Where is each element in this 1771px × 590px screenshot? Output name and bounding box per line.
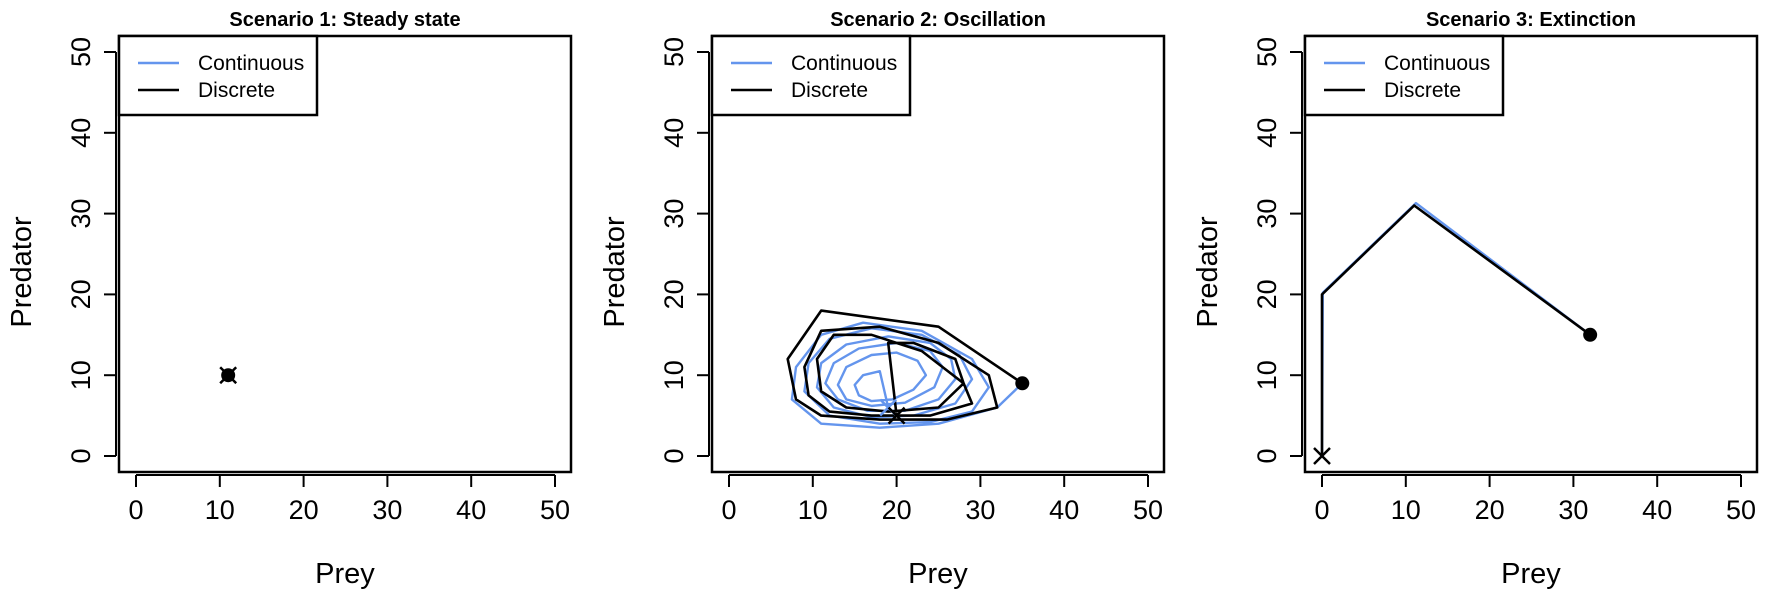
- x-tick-label: 10: [798, 495, 828, 525]
- y-tick-label: 40: [1252, 118, 1282, 148]
- end-point-marker-stroke: [1313, 447, 1331, 465]
- y-tick-label: 30: [659, 199, 689, 229]
- legend-box: [117, 34, 319, 117]
- legend-label-discrete: Discrete: [791, 79, 868, 102]
- y-tick-label: 30: [66, 199, 96, 229]
- x-axis-title: Prey: [1501, 558, 1561, 590]
- plot-frame: [1303, 34, 1759, 474]
- x-tick-label: 20: [882, 495, 912, 525]
- panel-title: Scenario 3: Extinction: [1426, 9, 1636, 31]
- y-tick-label: 40: [659, 118, 689, 148]
- y-axis-title: Predator: [6, 216, 38, 328]
- y-tick-label: 0: [66, 448, 96, 463]
- panel-title: Scenario 2: Oscillation: [830, 9, 1046, 31]
- x-tick-label: 0: [1314, 495, 1329, 525]
- end-point-marker-continuous-stroke: [879, 398, 898, 417]
- plot-frame: [710, 34, 1166, 474]
- legend-label-discrete: Discrete: [198, 79, 275, 102]
- x-tick-label: 50: [540, 495, 570, 525]
- x-tick-label: 20: [289, 495, 319, 525]
- x-tick-label: 0: [128, 495, 143, 525]
- legend-label-continuous: Continuous: [791, 52, 897, 75]
- y-tick-label: 10: [1252, 360, 1282, 390]
- end-point-marker-stroke: [219, 366, 238, 385]
- x-tick-label: 40: [1642, 495, 1672, 525]
- x-tick-label: 40: [456, 495, 486, 525]
- y-tick-label: 0: [1252, 448, 1282, 463]
- plot-frame: [117, 34, 573, 474]
- panel-scenario-3: Scenario 3: Extinction Prey Predator 0 10…: [1192, 9, 1759, 590]
- y-tick-label: 10: [659, 360, 689, 390]
- panel-scenario-1: Scenario 1: Steady state Prey Predator 0…: [6, 9, 573, 590]
- y-tick-label: 50: [659, 37, 689, 67]
- plot-marks: 0 10 20 30 40 50 0 10 20 30 40 50 Continuous Discrete: [1252, 34, 1759, 525]
- plot-marks: 0 10 20 30 40 50 0 10 20 30 40 50 Continuous Discrete: [66, 34, 573, 525]
- legend-label-continuous: Continuous: [198, 52, 304, 75]
- x-tick-label: 0: [721, 495, 736, 525]
- series-line-discrete: [1320, 204, 1591, 456]
- legend-box: [1303, 34, 1505, 117]
- y-tick-label: 40: [66, 118, 96, 148]
- x-tick-label: 10: [1391, 495, 1421, 525]
- end-point-marker-discrete: [887, 406, 906, 425]
- x-tick-label: 30: [965, 495, 995, 525]
- start-point-marker: [1015, 376, 1030, 391]
- start-point-marker: [1583, 327, 1598, 342]
- series-line-continuous: [790, 321, 1024, 429]
- x-tick-label: 30: [372, 495, 402, 525]
- end-point-marker: [219, 366, 238, 385]
- y-tick-label: 20: [659, 279, 689, 309]
- x-tick-label: 10: [205, 495, 235, 525]
- y-tick-label: 50: [66, 37, 96, 67]
- plot-marks: 0 10 20 30 40 50 0 10 20 30 40 50 Continuous Discrete: [659, 34, 1166, 525]
- x-axis-title: Prey: [908, 558, 968, 590]
- x-axis-title: Prey: [315, 558, 375, 590]
- series-line-discrete: [786, 309, 1024, 421]
- panel-scenario-2: Scenario 2: Oscillation Prey Predator 0 1…: [599, 9, 1166, 590]
- y-axis-title: Predator: [1192, 216, 1224, 328]
- legend-box: [710, 34, 912, 117]
- legend-label-discrete: Discrete: [1384, 79, 1461, 102]
- y-tick-label: 10: [66, 360, 96, 390]
- x-tick-label: 50: [1726, 495, 1756, 525]
- x-tick-label: 50: [1133, 495, 1163, 525]
- panel-title: Scenario 1: Steady state: [229, 9, 460, 31]
- end-point-marker: [1313, 447, 1331, 465]
- y-tick-label: 50: [1252, 37, 1282, 67]
- legend-label-continuous: Continuous: [1384, 52, 1490, 75]
- y-axis-title: Predator: [599, 216, 631, 328]
- x-tick-label: 40: [1049, 495, 1079, 525]
- x-tick-label: 30: [1558, 495, 1588, 525]
- x-tick-label: 20: [1475, 495, 1505, 525]
- end-point-marker-discrete-stroke: [887, 406, 906, 425]
- y-tick-label: 20: [1252, 279, 1282, 309]
- y-tick-label: 0: [659, 448, 689, 463]
- y-tick-label: 30: [1252, 199, 1282, 229]
- y-tick-label: 20: [66, 279, 96, 309]
